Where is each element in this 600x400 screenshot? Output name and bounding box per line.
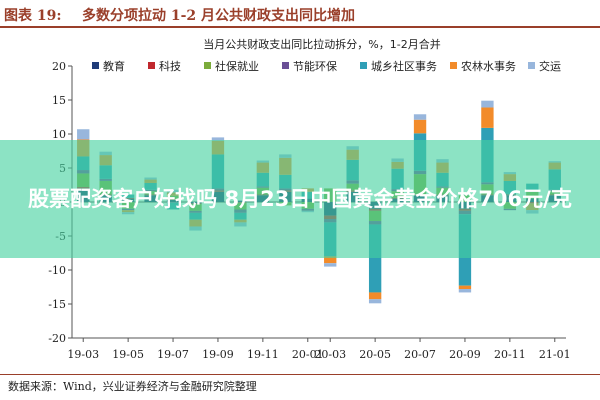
legend-swatch-5 xyxy=(450,62,457,69)
data-source-note: 数据来源：Wind，兴业证券经济与金融研究院整理 xyxy=(8,380,257,393)
legend-swatch-3 xyxy=(282,62,289,69)
x-tick-label-3: 19-09 xyxy=(202,348,234,361)
footer-divider xyxy=(0,374,600,375)
bar-19-03-交运 xyxy=(77,129,90,140)
figure-title: 多数分项拉动 1-2 月公共财政支出同比增加 xyxy=(82,8,356,24)
legend-label-2: 社保就业 xyxy=(215,59,259,73)
x-tick-label-0: 19-03 xyxy=(67,348,99,361)
bar-20-03-交运 xyxy=(324,263,337,267)
x-tick-label-4: 19-11 xyxy=(247,348,279,361)
bar-20-07-农林水事务 xyxy=(413,119,427,134)
x-tick-label-6: 20-03 xyxy=(314,348,346,361)
bar-20-05-农林水事务 xyxy=(368,292,382,300)
x-tick-label-1: 19-05 xyxy=(112,348,144,361)
legend-swatch-4 xyxy=(360,62,367,69)
legend-label-3: 节能环保 xyxy=(293,59,337,73)
bar-19-09-交运 xyxy=(211,137,225,141)
legend-label-4: 城乡社区事务 xyxy=(371,59,437,73)
x-tick-label-8: 20-07 xyxy=(404,348,436,361)
x-tick-label-5: 20-01 xyxy=(292,348,324,361)
chart-legend: 教育 科技 社保就业 节能环保 城乡社区事务 农林水事务 交运 xyxy=(92,59,561,73)
bar-20-03-农林水事务 xyxy=(324,256,337,264)
bar-20-10-交运 xyxy=(481,100,494,108)
legend-swatch-6 xyxy=(528,62,535,69)
x-tick-label-2: 19-07 xyxy=(157,348,189,361)
bar-20-05-交运 xyxy=(368,299,382,304)
legend-swatch-1 xyxy=(148,62,155,69)
overlay-banner-text: 股票配资客户好找吗 8月23日中国黄金黄金价格706元/克 xyxy=(28,187,572,211)
y-tick-label-8: 20 xyxy=(52,60,66,73)
legend-swatch-2 xyxy=(204,62,211,69)
overlay-banner[interactable]: 股票配资客户好找吗 8月23日中国黄金黄金价格706元/克 xyxy=(0,140,600,258)
legend-label-5: 农林水事务 xyxy=(461,59,516,73)
chart-title: 当月公共财政支出同比拉动拆分，%，1-2月合并 xyxy=(203,37,440,51)
bar-20-09-农林水事务 xyxy=(458,285,472,290)
y-tick-label-0: -20 xyxy=(48,332,66,345)
legend-label-6: 交运 xyxy=(539,59,561,73)
figure-label: 图表 19: xyxy=(4,8,62,24)
x-tick-label-10: 20-11 xyxy=(494,348,526,361)
bar-20-10-农林水事务 xyxy=(481,107,494,128)
y-tick-label-2: -10 xyxy=(48,264,66,277)
y-tick-label-6: 10 xyxy=(52,128,66,141)
x-tick-label-7: 20-05 xyxy=(359,348,391,361)
y-tick-label-1: -15 xyxy=(48,298,66,311)
legend-label-0: 教育 xyxy=(103,59,125,73)
bar-20-07-交运 xyxy=(413,114,427,120)
y-tick-label-7: 15 xyxy=(52,94,66,107)
x-tick-label-9: 20-09 xyxy=(449,348,481,361)
x-tick-label-11: 21-01 xyxy=(539,348,571,361)
bar-20-09-交运 xyxy=(458,289,472,293)
figure-header: 图表 19: 多数分项拉动 1-2 月公共财政支出同比增加 xyxy=(0,0,600,28)
chart-axes: -20-15-10-50510152019-0319-0519-0719-091… xyxy=(48,60,570,361)
legend-label-1: 科技 xyxy=(159,59,181,73)
legend-swatch-0 xyxy=(92,62,99,69)
